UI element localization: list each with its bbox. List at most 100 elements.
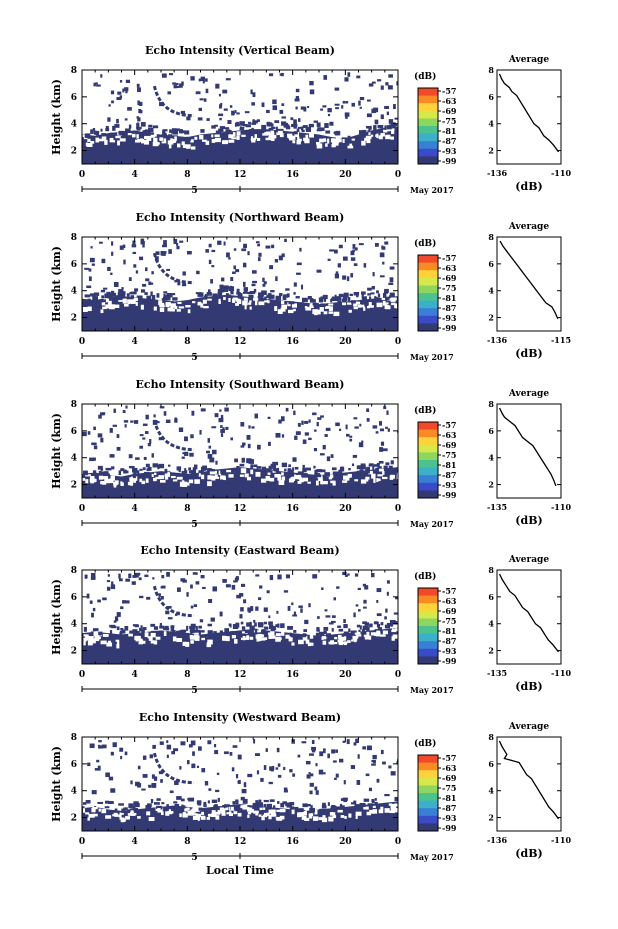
echo-speck: [376, 290, 379, 294]
echo-speck: [110, 290, 115, 294]
echo-gap: [296, 140, 301, 145]
echo-speck: [342, 301, 346, 304]
echo-speck: [119, 95, 123, 99]
echo-speck: [139, 434, 144, 437]
x-tick-label: 0: [395, 504, 401, 514]
echo-speck: [223, 751, 229, 755]
echo-speck: [204, 472, 208, 476]
echo-gap: [376, 630, 381, 635]
echo-speck: [82, 431, 87, 437]
echo-speck: [231, 584, 236, 590]
echo-speck: [146, 468, 149, 472]
echo-speck: [243, 287, 249, 292]
echo-speck: [166, 268, 170, 271]
echo-speck: [212, 293, 218, 299]
echo-speck: [217, 289, 224, 293]
colorbar-tick-label: -99: [442, 490, 457, 500]
echo-gap: [133, 297, 138, 301]
echo-speck: [112, 742, 117, 748]
echo-gap: [236, 135, 240, 140]
echo-speck: [363, 798, 370, 802]
echo-speck: [362, 132, 366, 137]
echo-speck: [308, 419, 311, 423]
average-profile-line: [498, 73, 560, 153]
echo-speck: [110, 788, 116, 793]
echo-speck: [104, 293, 109, 299]
echo-speck: [167, 617, 173, 620]
echo-speck: [374, 296, 377, 301]
echo-speck: [116, 612, 121, 617]
echo-gap: [265, 476, 270, 479]
echo-speck: [103, 471, 109, 475]
echo-gap: [357, 304, 362, 308]
echo-gap: [87, 138, 91, 142]
echo-speck: [98, 631, 103, 636]
echo-speck: [251, 127, 254, 132]
echo-gap: [275, 637, 281, 642]
echo-speck: [317, 629, 320, 632]
echo-speck: [263, 607, 268, 612]
echo-gap: [92, 806, 98, 810]
panel-1: Echo Intensity (Northward Beam)0 4 8 12 16 20…: [50, 211, 571, 363]
echo-speck: [142, 423, 148, 426]
echo-speck: [289, 632, 292, 637]
echo-speck: [270, 626, 275, 632]
echo-speck: [130, 295, 135, 299]
echo-gap: [87, 306, 92, 312]
echo-speck: [388, 74, 393, 78]
echo-gap: [328, 303, 334, 306]
colorbar-tick-label: -57: [442, 586, 456, 596]
echo-gap: [342, 139, 345, 143]
echo-gap: [346, 475, 350, 479]
echo-gap: [151, 473, 154, 478]
echo-gap: [366, 138, 371, 144]
echo-speck: [277, 763, 281, 767]
echo-speck: [144, 292, 148, 295]
echo-speck: [172, 630, 176, 633]
echo-speck: [91, 790, 97, 795]
echo-speck: [147, 131, 151, 136]
echo-speck: [336, 586, 340, 589]
echo-speck: [116, 626, 120, 631]
echo-speck: [135, 807, 139, 813]
echo-speck: [110, 272, 113, 275]
echo-speck: [208, 788, 212, 791]
echo-gap: [291, 809, 295, 815]
echo-speck: [241, 788, 247, 794]
echo-speck: [295, 431, 301, 435]
echo-speck: [122, 244, 126, 249]
echo-gap: [318, 478, 323, 481]
average-profile-line: [498, 740, 560, 820]
echo-speck: [380, 441, 385, 446]
echo-gap: [192, 301, 196, 304]
echo-speck: [112, 125, 116, 131]
echo-gap: [332, 815, 337, 819]
echo-speck: [348, 297, 351, 302]
colorbar-tick-label: -87: [442, 470, 456, 480]
colorbar-segment: [418, 95, 438, 104]
echo-gap: [87, 817, 90, 821]
echo-speck: [261, 102, 265, 108]
echo-speck: [334, 87, 340, 91]
echo-speck: [220, 429, 225, 433]
echo-speck: [142, 130, 147, 135]
echo-speck: [309, 89, 315, 95]
echo-speck: [285, 802, 291, 807]
echo-speck: [255, 800, 259, 804]
echo-speck: [87, 431, 91, 435]
echo-speck: [90, 246, 93, 249]
echo-speck: [128, 803, 134, 809]
echo-speck: [288, 464, 292, 468]
echo-speck: [294, 466, 299, 470]
echo-speck: [139, 445, 144, 449]
echo-gap: [230, 806, 234, 811]
echo-speck: [232, 271, 236, 275]
y-axis-label: Height (km): [50, 746, 63, 822]
echo-gap: [392, 634, 398, 639]
echo-speck: [173, 748, 179, 752]
echo-speck: [182, 805, 186, 809]
echo-gap: [220, 475, 225, 480]
echo-speck: [371, 799, 375, 802]
panel-3: Echo Intensity (Eastward Beam)0 4 8 12 16 20 0…: [50, 544, 571, 696]
echo-speck: [229, 105, 233, 108]
